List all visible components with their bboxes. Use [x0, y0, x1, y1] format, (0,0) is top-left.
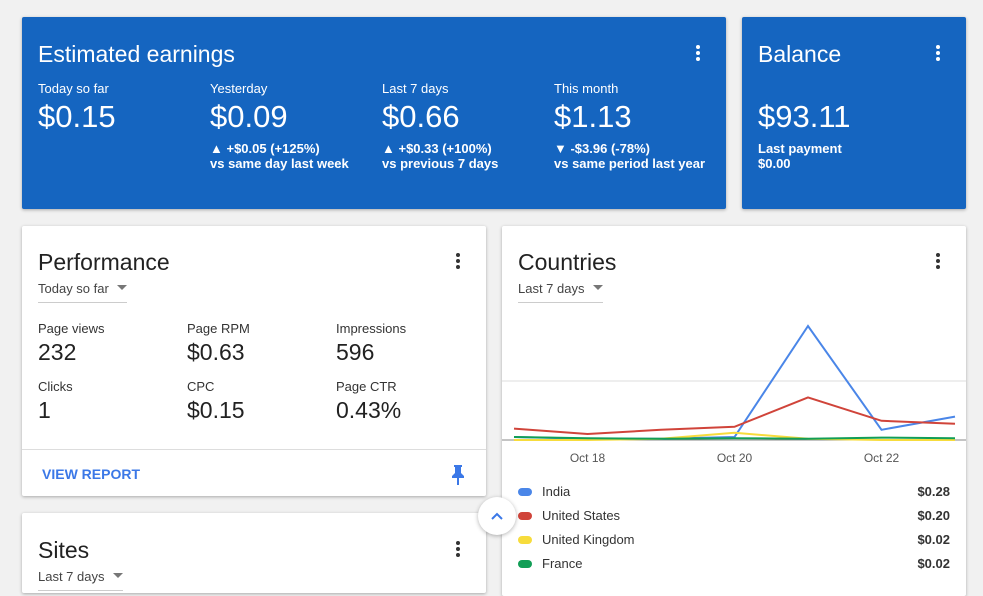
- pin-icon[interactable]: [450, 464, 466, 486]
- metric-label: Last 7 days: [382, 81, 449, 96]
- card-title: Estimated earnings: [38, 41, 235, 67]
- menu-button[interactable]: [456, 253, 460, 271]
- legend-swatch: [518, 512, 532, 520]
- chevron-icon: [491, 512, 503, 520]
- metric-label: CPC: [187, 379, 215, 394]
- scroll-up-button[interactable]: [478, 497, 516, 535]
- countries-card: Countries Last 7 days Oct 18 Oct 20 Oct 22…: [502, 226, 966, 596]
- metric-label: Today so far: [38, 81, 109, 96]
- menu-button[interactable]: [456, 541, 460, 559]
- last-payment-label: Last payment: [758, 141, 842, 156]
- divider: [22, 449, 486, 450]
- x-tick-label: Oct 22: [864, 451, 900, 465]
- metric-change: ▲ +$0.05 (+125%): [210, 141, 320, 156]
- metric-label: Page RPM: [187, 321, 250, 336]
- metric-value: 232: [38, 339, 77, 365]
- metric-label: Impressions: [336, 321, 407, 336]
- metric-label: Page CTR: [336, 379, 397, 394]
- metric-change: ▲ +$0.33 (+100%): [382, 141, 492, 156]
- menu-button[interactable]: [936, 253, 940, 271]
- period-dropdown[interactable]: Today so far: [38, 281, 127, 303]
- metric-label: Yesterday: [210, 81, 268, 96]
- menu-button[interactable]: [696, 45, 700, 63]
- balance-card: Balance $93.11 Last payment $0.00: [742, 17, 966, 209]
- earnings-card: Estimated earnings Today so far $0.15 Yest…: [22, 17, 726, 209]
- page: Estimated earnings Today so far $0.15 Yest…: [0, 0, 983, 575]
- card-title: Balance: [758, 41, 842, 67]
- legend-total: $0.02: [917, 556, 950, 571]
- metric-value: 1: [38, 397, 51, 423]
- period-dropdown[interactable]: Last 7 days: [518, 281, 603, 303]
- x-tick-label: Oct 20: [717, 451, 753, 465]
- metric-label: This month: [554, 81, 619, 96]
- menu-button[interactable]: [936, 45, 940, 63]
- legend-swatch: [518, 536, 532, 544]
- series-line: [514, 431, 955, 441]
- series-line: [513, 436, 956, 440]
- legend-swatch: [518, 560, 532, 568]
- metric-change: ▼ -$3.96 (-78%): [554, 141, 650, 156]
- card-title: Performance: [38, 249, 170, 275]
- sites-card: Sites Last 7 days: [22, 513, 486, 593]
- performance-card: Performance Today so far Page views 232 Pa…: [22, 226, 486, 496]
- legend-total: $0.20: [917, 508, 950, 523]
- series-line: [513, 396, 956, 436]
- last-payment: $0.00: [758, 156, 791, 171]
- metric-comparison: vs previous 7 days: [382, 156, 499, 171]
- legend-total: $0.02: [917, 532, 950, 547]
- period-dropdown[interactable]: Last 7 days: [38, 569, 123, 591]
- legend-label: India: [542, 484, 571, 499]
- legend-label: United Kingdom: [542, 532, 635, 547]
- card-title: Sites: [38, 537, 90, 563]
- metric-value: $0.15: [38, 99, 116, 134]
- metric-value: $0.63: [187, 339, 245, 365]
- metric-value: $0.66: [382, 99, 460, 134]
- metric-value: 596: [336, 339, 375, 365]
- legend-label: United States: [542, 508, 621, 523]
- metric-value: $1.13: [554, 99, 632, 134]
- legend-swatch: [518, 488, 532, 496]
- metric-value: 0.43%: [336, 397, 402, 423]
- balance-value: $93.11: [758, 99, 851, 134]
- card-title: Countries: [518, 249, 617, 275]
- metric-value: $0.15: [187, 397, 245, 423]
- view-report-link[interactable]: VIEW REPORT: [42, 466, 141, 482]
- legend-label: France: [542, 556, 582, 571]
- metric-label: Clicks: [38, 379, 73, 394]
- legend-total: $0.28: [917, 484, 950, 499]
- countries-chart: Oct 18 Oct 20 Oct 22 India $0.28 United State…: [502, 324, 966, 571]
- metric-label: Page views: [38, 321, 105, 336]
- metric-value: $0.09: [210, 99, 288, 134]
- metric-comparison: vs same day last week: [210, 156, 349, 171]
- x-tick-label: Oct 18: [570, 451, 606, 465]
- metric-comparison: vs same period last year: [554, 156, 706, 171]
